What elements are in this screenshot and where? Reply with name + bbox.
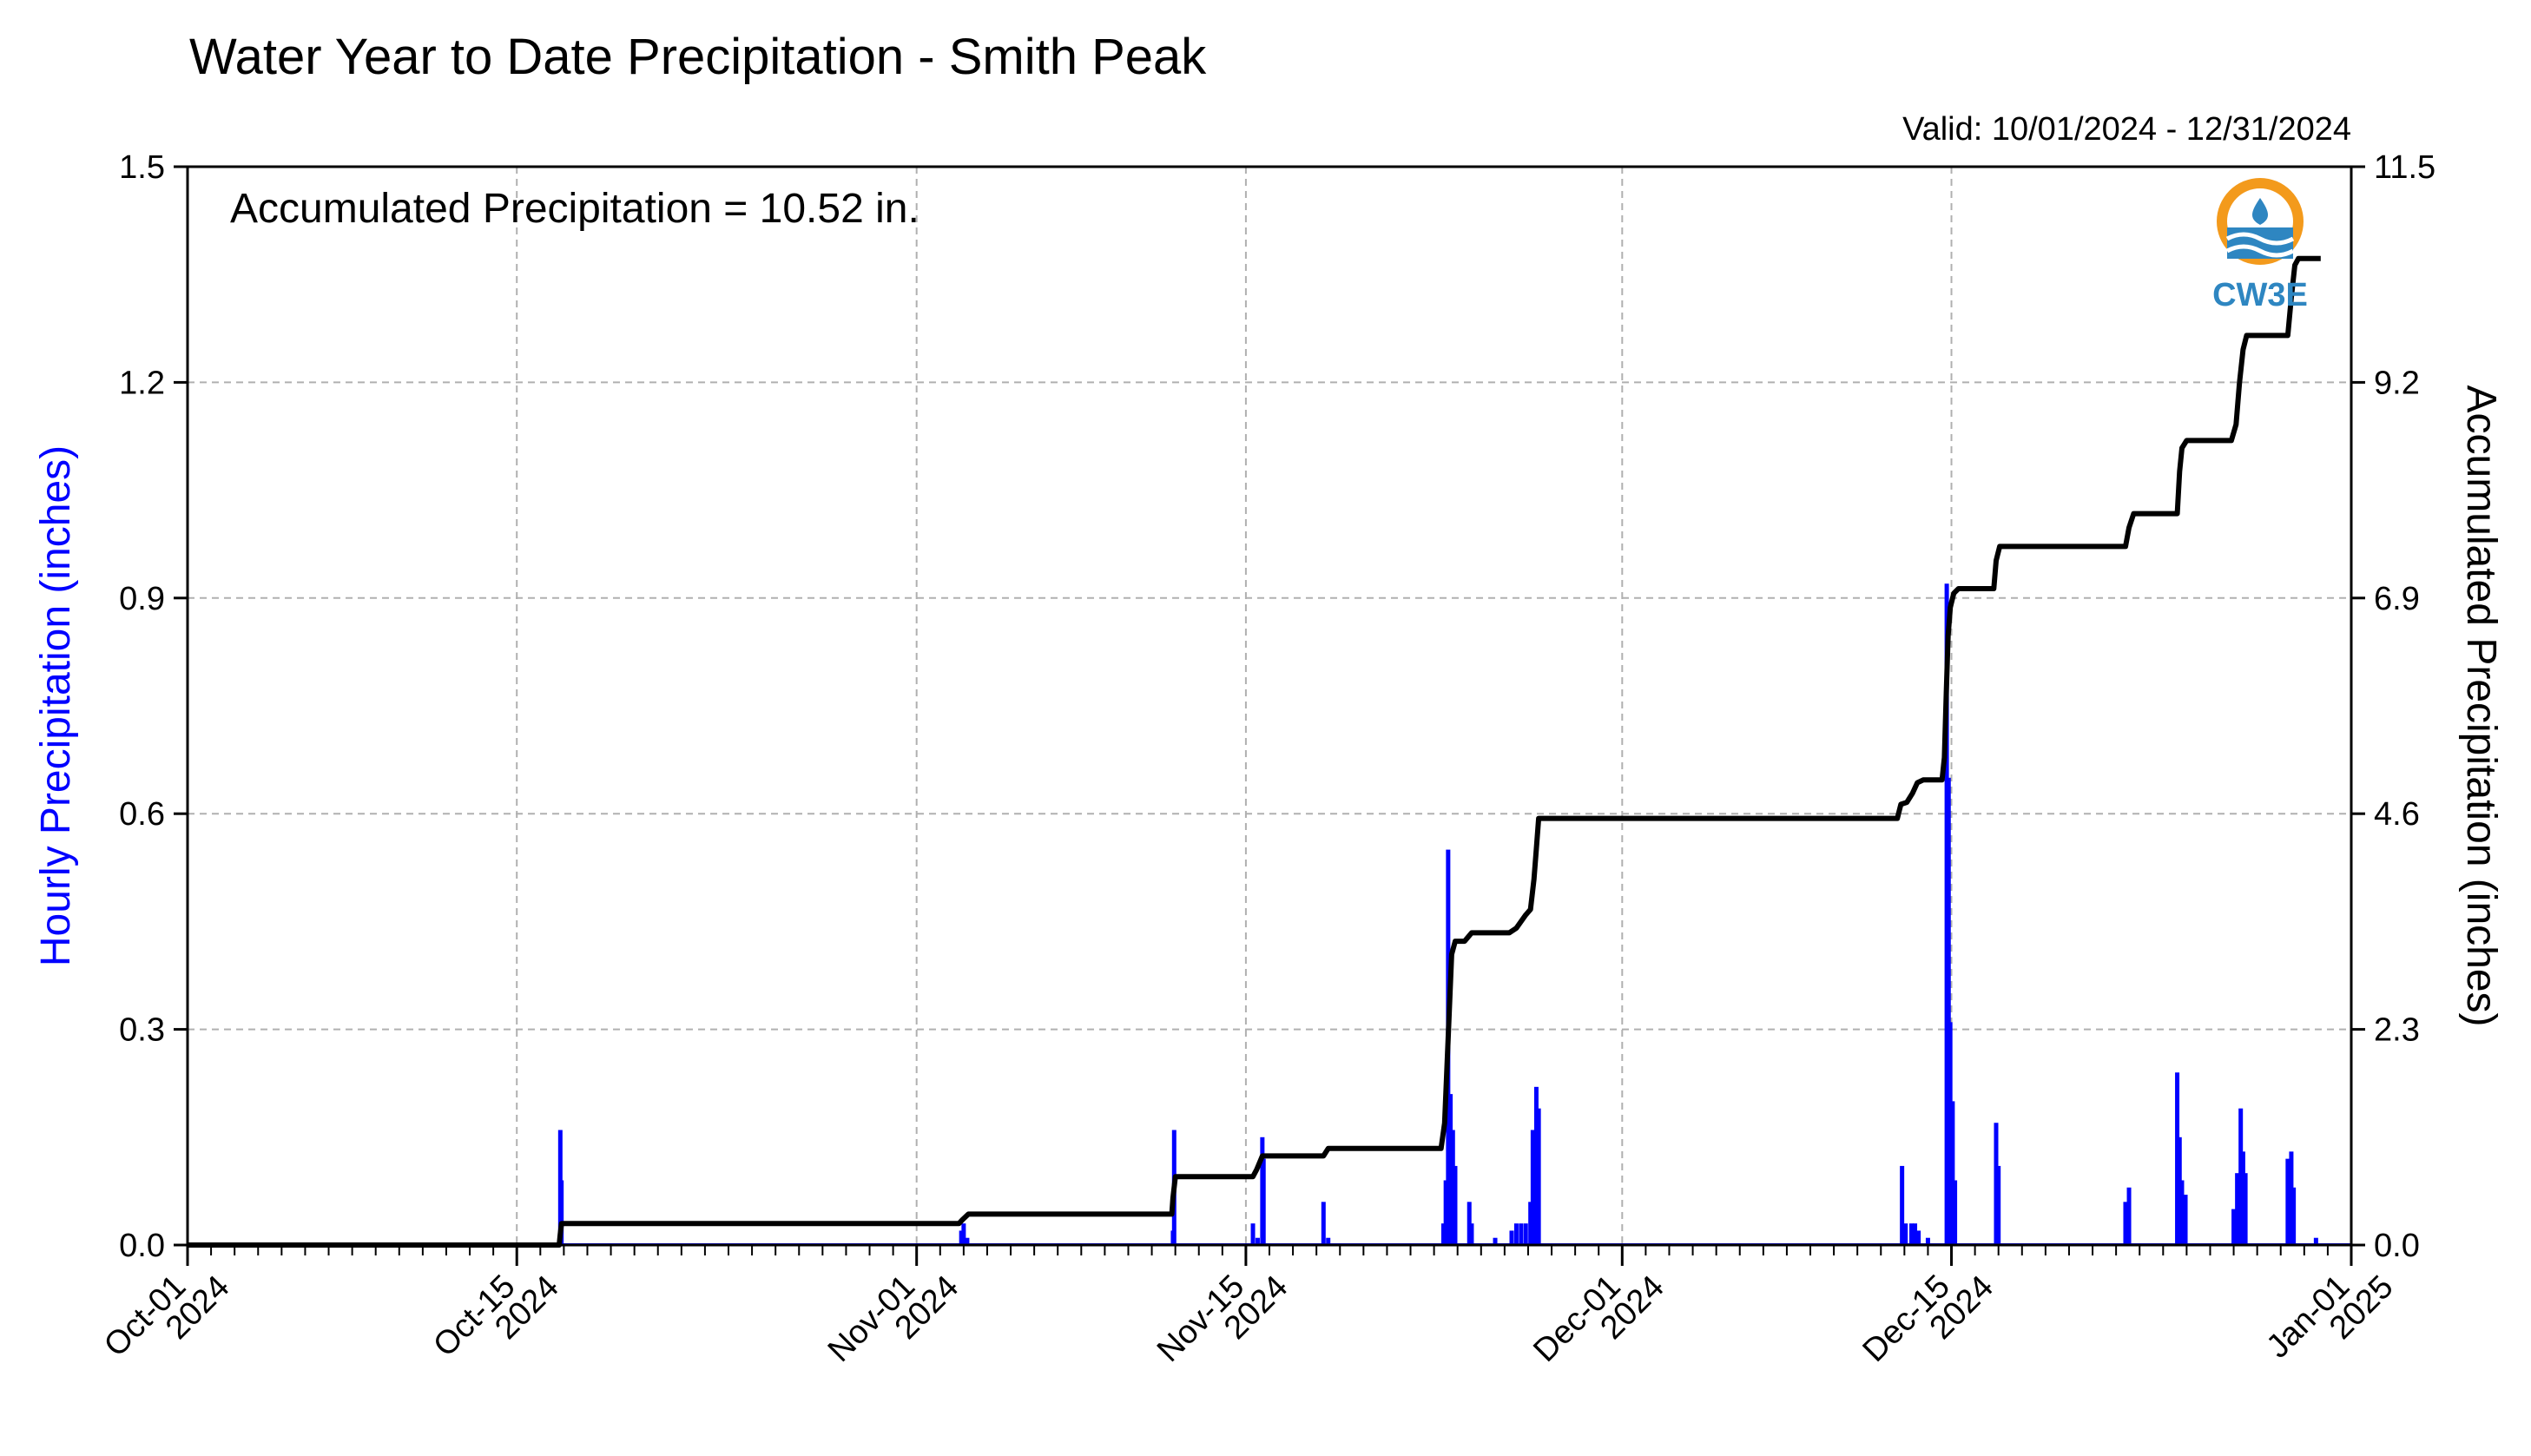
hourly-precip-bar [1916,1230,1921,1245]
hourly-precip-bar [1903,1223,1908,1245]
left-y-tick-label: 1.2 [119,365,165,401]
hourly-precip-bar [1440,1223,1446,1245]
right-y-tick-label: 9.2 [2374,365,2420,401]
logo-wave-icon [2225,232,2295,246]
hourly-precip-bar [1950,1101,1955,1245]
hourly-precip-bar [1469,1223,1474,1245]
left-y-axis-label: Hourly Precipitation (inches) [33,445,79,966]
hourly-precip-bar [1443,1180,1448,1245]
hourly-precip-bar [1250,1223,1256,1245]
hourly-precip-bar [2285,1158,2290,1245]
hourly-precip-bar [2291,1187,2297,1245]
hourly-precip-bar [1925,1237,1930,1245]
hourly-precip-bar [2126,1187,2132,1245]
hourly-precip-bar [1467,1202,1472,1245]
left-y-tick-label: 1.5 [119,149,165,186]
hourly-precip-bar [1523,1223,1528,1245]
hourly-precip-bar [1994,1123,1999,1245]
hourly-precip-bar [2313,1237,2318,1245]
hourly-precip-bar [1528,1202,1533,1245]
hourly-precip-bar [1448,1094,1453,1245]
hourly-precip-bar [1509,1230,1514,1245]
valid-date-range: Valid: 10/01/2024 - 12/31/2024 [1902,111,2351,148]
left-y-tick-label: 0.3 [119,1012,165,1049]
hourly-precip-bar [2240,1151,2245,1245]
hourly-precip-bar [2231,1209,2237,1245]
hourly-precip-bar [559,1180,564,1245]
hourly-precip-bar [959,1230,964,1245]
accumulated-precip-series-line [188,255,2321,1248]
right-y-tick-label: 4.6 [2374,796,2420,833]
right-y-axis: 0.0 2.3 4.6 6.9 9.2 11.5 [2351,149,2435,1264]
cw3e-logo: CW3E [2212,178,2308,313]
accumulated-total-annotation: Accumulated Precipitation = 10.52 in. [230,186,919,232]
hourly-precip-bar [1953,1180,1958,1245]
hourly-precip-bar [961,1223,966,1245]
hourly-precip-bar [1519,1223,1524,1245]
hourly-precip-bar [1326,1237,1331,1245]
hourly-precip-bar [1255,1237,1260,1245]
logo-droplet-icon [2251,198,2269,225]
left-y-tick-label: 0.6 [119,796,165,833]
logo-wave-icon [2225,244,2295,258]
right-y-tick-label: 6.9 [2374,581,2420,617]
hourly-precip-bar [1453,1165,1458,1245]
left-y-axis: 0.0 0.3 0.6 0.9 1.2 1.5 [119,149,188,1264]
hourly-precip-bar [2175,1072,2180,1245]
right-y-tick-label: 2.3 [2374,1012,2420,1049]
hourly-precip-bar [2123,1202,2128,1245]
hourly-precip-bar [2238,1108,2244,1245]
hourly-precip-bar [1261,1158,1266,1245]
hourly-precip-bar [2243,1173,2248,1245]
hourly-precip-bar [2183,1195,2188,1245]
left-y-tick-label: 0.0 [119,1228,165,1264]
hourly-precip-bar [1321,1202,1326,1245]
hourly-precip-bar [1493,1237,1498,1245]
right-y-tick-label: 0.0 [2374,1228,2420,1264]
hourly-precip-bar [1946,777,1951,1245]
hourly-precip-bar [1533,1086,1539,1245]
hourly-precip-bar [1913,1223,1918,1245]
right-y-axis-label: Accumulated Precipitation (inches) [2458,385,2504,1026]
hourly-precip-bar [2179,1180,2185,1245]
accumulated-precip-line [188,255,2321,1248]
logo-text: CW3E [2212,277,2308,313]
chart-title: Water Year to Date Precipitation - Smith… [189,29,1207,85]
gridlines [188,167,2351,1245]
hourly-precip-bar [1513,1223,1519,1245]
hourly-precip-bar [1530,1130,1535,1245]
hourly-precip-bar [1450,1130,1455,1245]
hourly-precip-bar [1948,1022,1953,1245]
hourly-precip-bar [2235,1173,2240,1245]
hourly-precip-bar [1908,1223,1914,1245]
hourly-precip-bar [2289,1151,2294,1245]
hourly-precip-bar [1900,1165,1905,1245]
hourly-precip-bar [1536,1108,1541,1245]
hourly-precip-bar [965,1237,970,1245]
right-y-tick-label: 11.5 [2374,149,2435,186]
left-y-tick-label: 0.9 [119,581,165,617]
hourly-precip-bar [1996,1165,2001,1245]
hourly-precip-bar [2177,1136,2182,1245]
